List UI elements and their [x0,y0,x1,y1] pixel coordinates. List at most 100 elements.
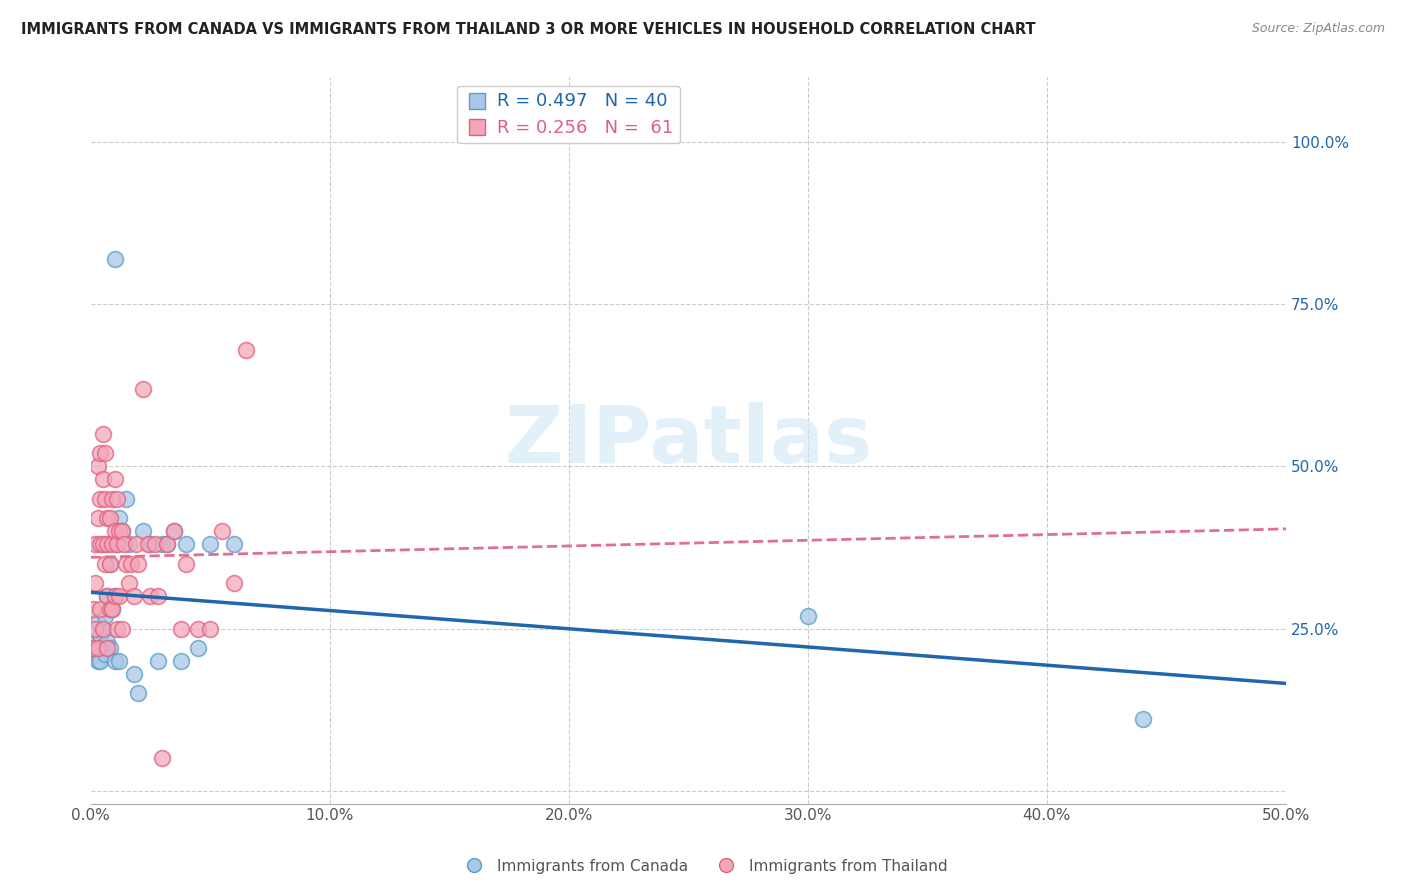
Point [101,602,124,616]
Point [103,524,125,539]
Point [89,446,111,460]
Point [111,524,134,539]
Point [84,648,107,662]
Point [103,589,125,603]
Point [156,537,179,551]
Point [115,491,138,506]
Point [118,537,141,551]
Legend: R = 0.497   N = 40, R = 0.256   N =  61: R = 0.497 N = 40, R = 0.256 N = 61 [457,86,681,144]
Point [91,537,114,551]
Point [120,557,142,571]
Point [136,537,159,551]
Point [94,491,117,506]
Point [187,640,209,655]
Point [105,622,128,636]
Point [96,537,118,551]
Point [156,537,179,551]
Point [98,602,121,616]
Point [111,524,134,539]
Point [87,459,110,474]
Point [96,589,118,603]
Point [82,640,104,655]
Point [125,537,148,551]
Point [89,491,111,506]
Point [87,654,110,668]
Point [89,537,111,551]
Text: IMMIGRANTS FROM CANADA VS IMMIGRANTS FROM THAILAND 3 OR MORE VEHICLES IN HOUSEHO: IMMIGRANTS FROM CANADA VS IMMIGRANTS FRO… [21,22,1036,37]
Point [89,602,111,616]
Legend: Immigrants from Canada, Immigrants from Thailand: Immigrants from Canada, Immigrants from … [453,853,953,880]
Point [87,640,110,655]
Point [112,537,135,551]
Point [122,589,145,603]
Point [163,524,186,539]
Point [103,472,125,486]
Point [139,537,162,551]
Point [170,654,193,668]
Point [87,511,110,525]
Point [170,622,193,636]
Point [84,634,107,648]
Point [105,537,128,551]
Point [84,537,107,551]
Point [108,524,131,539]
Point [101,537,124,551]
Point [98,511,121,525]
Point [1132,712,1154,726]
Point [91,622,114,636]
Point [91,427,114,442]
Point [222,537,245,551]
Point [108,511,131,525]
Point [111,622,134,636]
Point [146,654,169,668]
Point [235,343,257,357]
Point [89,628,111,642]
Point [118,576,141,591]
Point [84,576,107,591]
Point [98,640,121,655]
Point [143,537,166,551]
Point [132,382,155,396]
Point [132,524,155,539]
Point [94,608,117,623]
Point [94,446,117,460]
Point [96,640,118,655]
Point [101,491,124,506]
Point [84,622,107,636]
Point [115,557,138,571]
Point [91,472,114,486]
Point [105,537,128,551]
Point [94,557,117,571]
Point [198,537,221,551]
Point [103,654,125,668]
Point [146,589,169,603]
Point [101,602,124,616]
Point [198,622,221,636]
Point [96,511,118,525]
Point [96,634,118,648]
Text: ZIPatlas: ZIPatlas [505,401,872,480]
Point [797,608,820,623]
Point [82,640,104,655]
Point [127,557,149,571]
Point [139,589,162,603]
Point [150,537,173,551]
Point [150,751,173,765]
Text: Source: ZipAtlas.com: Source: ZipAtlas.com [1251,22,1385,36]
Point [91,622,114,636]
Point [103,589,125,603]
Point [96,589,118,603]
Point [87,615,110,629]
Point [174,537,197,551]
Point [103,252,125,266]
Point [82,602,104,616]
Point [91,640,114,655]
Point [122,667,145,681]
Point [163,524,186,539]
Point [98,557,121,571]
Point [187,622,209,636]
Point [108,589,131,603]
Point [105,491,128,506]
Point [94,648,117,662]
Point [222,576,245,591]
